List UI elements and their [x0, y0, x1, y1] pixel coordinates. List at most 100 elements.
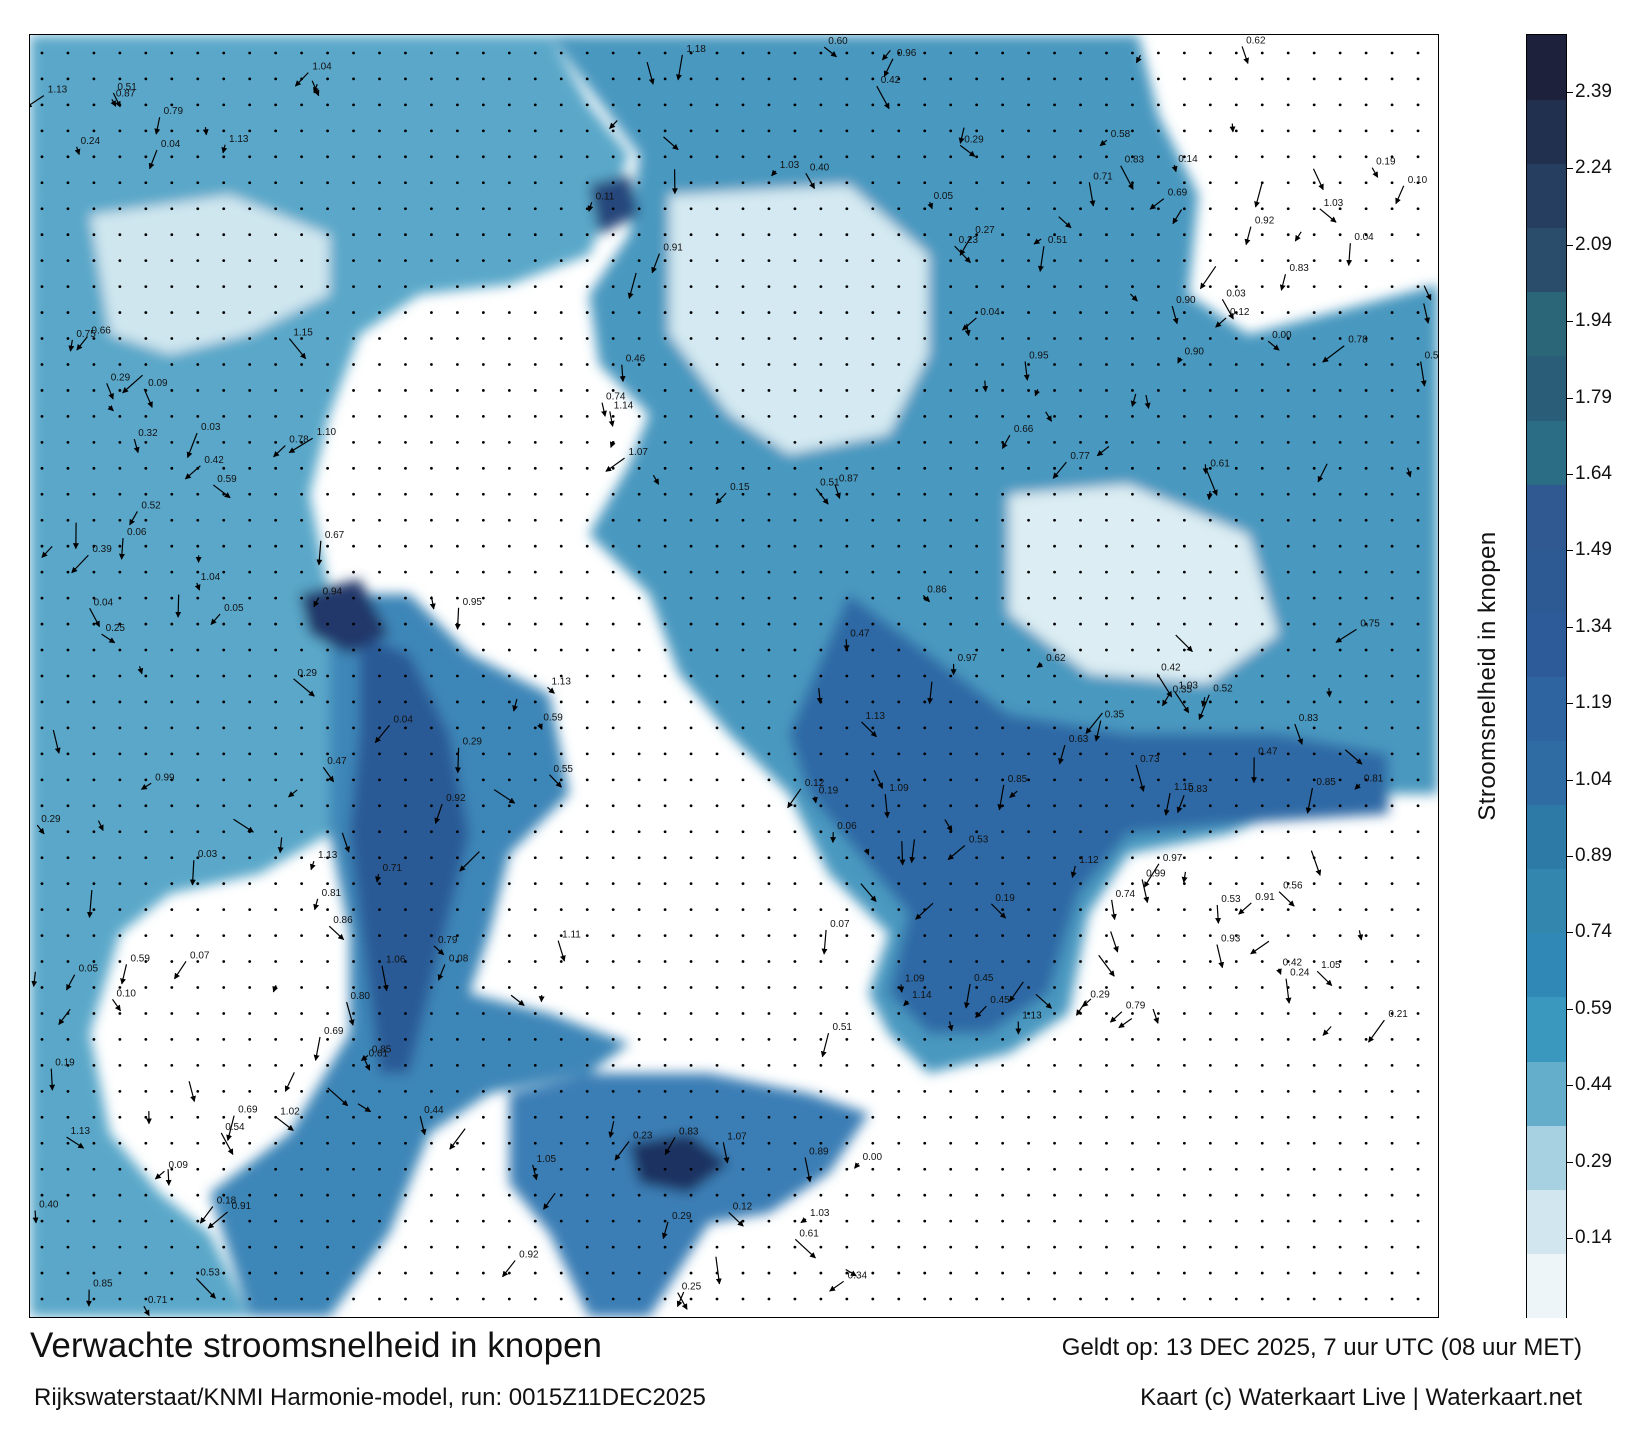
grid-dot — [845, 544, 849, 548]
grid-dot — [352, 804, 355, 808]
speed-label: 0.53 — [969, 834, 989, 845]
grid-dot — [196, 882, 200, 886]
grid-dot — [1105, 492, 1108, 496]
grid-dot — [507, 415, 511, 418]
grid-dot — [637, 1089, 641, 1093]
grid-dot — [118, 752, 122, 756]
grid-dot — [1131, 544, 1134, 548]
grid-dot — [689, 466, 693, 470]
grid-dot — [949, 1167, 953, 1171]
water-layer — [30, 35, 1438, 1317]
grid-dot — [1338, 259, 1342, 263]
grid-dot — [1234, 986, 1238, 989]
grid-dot — [663, 1141, 667, 1145]
grid-dot — [92, 882, 96, 886]
grid-dot — [585, 648, 589, 652]
grid-dot — [1390, 311, 1394, 314]
colorbar-tick-mark — [1567, 703, 1573, 705]
grid-dot — [404, 830, 407, 834]
grid-dot — [1364, 1245, 1368, 1249]
grid-dot — [1338, 544, 1342, 548]
grid-dot — [1338, 51, 1342, 55]
grid-dot — [455, 1115, 459, 1119]
current-arrow — [68, 339, 75, 352]
grid-dot — [404, 363, 407, 366]
grid-dot — [118, 622, 122, 626]
current-arrow — [1200, 697, 1207, 708]
grid-dot — [1234, 1167, 1238, 1171]
grid-dot — [378, 804, 381, 808]
current-arrow — [1176, 795, 1185, 814]
grid-dot — [222, 466, 226, 470]
grid-dot — [1156, 259, 1160, 263]
grid-dot — [40, 648, 44, 652]
grid-dot — [1260, 622, 1264, 626]
grid-dot — [196, 285, 200, 289]
grid-dot — [1416, 882, 1420, 886]
grid-dot — [481, 700, 485, 704]
grid-dot — [689, 700, 693, 704]
grid-dot — [40, 337, 44, 340]
grid-dot — [1079, 1141, 1082, 1145]
grid-dot — [585, 752, 589, 756]
grid-dot — [378, 129, 381, 133]
grid-dot — [118, 856, 122, 860]
grid-dot — [975, 622, 979, 626]
current-arrow — [1423, 285, 1432, 301]
grid-dot — [404, 129, 407, 133]
grid-dot — [715, 311, 719, 314]
grid-dot — [92, 155, 96, 159]
grid-dot — [1260, 830, 1264, 834]
grid-dot — [741, 51, 745, 55]
grid-dot — [300, 1271, 304, 1275]
grid-dot — [1364, 674, 1368, 678]
grid-dot — [637, 674, 641, 678]
grid-dot — [845, 856, 849, 860]
grid-dot — [222, 622, 226, 626]
grid-dot — [1001, 155, 1005, 159]
grid-dot — [897, 233, 901, 237]
grid-dot — [507, 934, 511, 937]
grid-dot — [248, 752, 252, 756]
grid-dot — [40, 77, 44, 81]
current-arrow — [820, 1032, 830, 1058]
grid-dot — [715, 856, 719, 860]
grid-dot — [455, 726, 459, 730]
grid-dot — [611, 389, 615, 392]
grid-dot — [507, 648, 511, 652]
grid-dot — [975, 1089, 979, 1093]
grid-dot — [455, 492, 459, 496]
grid-dot — [871, 752, 875, 756]
grid-dot — [767, 337, 771, 340]
grid-dot — [975, 181, 979, 185]
grid-dot — [1338, 596, 1342, 600]
current-arrow — [313, 1036, 321, 1061]
grid-dot — [1027, 1038, 1030, 1041]
current-arrow — [434, 803, 443, 824]
grid-dot — [559, 804, 563, 808]
grid-dot — [274, 544, 278, 548]
grid-dot — [689, 311, 693, 314]
grid-dot — [845, 389, 849, 392]
grid-dot — [1027, 492, 1030, 496]
grid-dot — [66, 337, 70, 340]
grid-dot — [1260, 856, 1264, 860]
grid-dot — [1079, 155, 1082, 159]
speed-label: 0.06 — [837, 821, 857, 832]
grid-dot — [871, 1089, 875, 1093]
colorbar-tick-label: 1.34 — [1575, 615, 1612, 637]
grid-dot — [1053, 1115, 1056, 1119]
grid-dot — [378, 389, 381, 392]
grid-dot — [1338, 934, 1342, 937]
speed-label: 0.40 — [39, 1200, 59, 1211]
current-arrow — [821, 929, 828, 955]
grid-dot — [170, 518, 174, 522]
grid-dot — [741, 1038, 745, 1041]
current-arrow — [1322, 345, 1345, 363]
grid-dot — [949, 674, 953, 678]
grid-dot — [507, 804, 511, 808]
grid-dot — [1234, 311, 1238, 314]
grid-dot — [326, 1167, 329, 1171]
grid-dot — [585, 1089, 589, 1093]
current-arrow — [954, 245, 971, 264]
